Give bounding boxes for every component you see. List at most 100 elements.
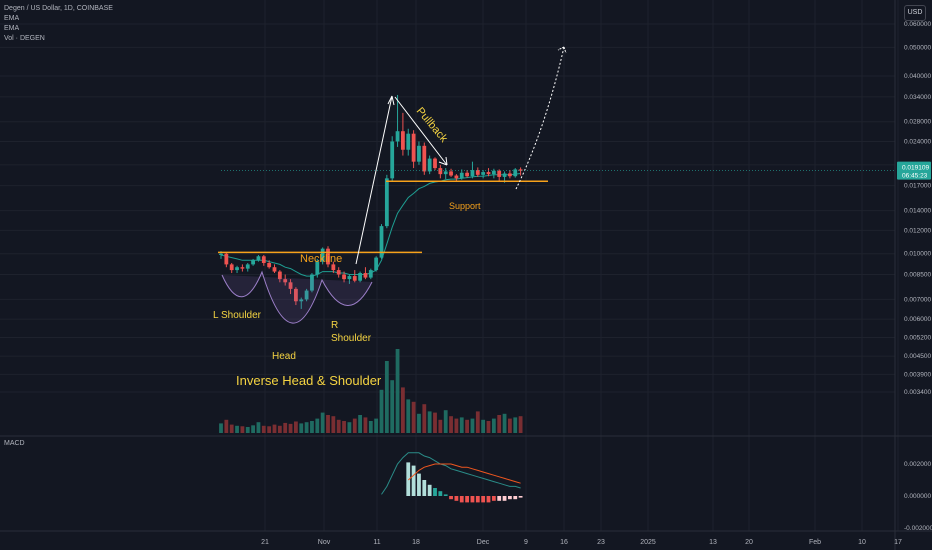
candle-body: [358, 273, 362, 281]
candle-body: [438, 168, 443, 175]
volume-bar: [497, 415, 502, 433]
volume-bar: [245, 427, 250, 433]
volume-bar: [465, 419, 469, 433]
candle-body: [459, 172, 464, 179]
volume-bar: [315, 418, 320, 433]
macd-histogram-bar: [475, 496, 480, 503]
volume-bar: [240, 426, 245, 433]
candle-body: [352, 276, 357, 281]
candle-body: [256, 256, 261, 261]
price-tick-label: 0.003900: [904, 371, 931, 378]
volume-bar: [336, 419, 341, 433]
candle-body: [347, 276, 352, 280]
volume-bar: [422, 404, 427, 433]
volume-bar: [513, 417, 518, 433]
macd-histogram-bar: [433, 488, 437, 496]
time-tick-label: 17: [894, 539, 902, 546]
volume-bar: [433, 412, 437, 433]
candle-body: [272, 267, 277, 272]
volume-bar: [256, 422, 261, 433]
support-label: Support: [449, 201, 481, 211]
candle-body: [379, 226, 384, 258]
pullback-arrow-line: [394, 96, 448, 166]
macd-histogram-bar: [459, 496, 464, 503]
volume-bar: [358, 415, 362, 433]
volume-bar: [427, 411, 432, 433]
macd-signal-line: [407, 463, 521, 484]
chart-legend: Degen / US Dollar, 1D, COINBASE EMA EMA …: [4, 4, 113, 44]
candle-body: [219, 253, 223, 255]
volume-bar: [368, 421, 373, 433]
time-tick-label: 13: [709, 539, 717, 546]
time-tick-label: 20: [745, 539, 753, 546]
price-tick-label: 0.006000: [904, 316, 931, 323]
time-tick-label: 21: [261, 539, 269, 546]
volume-bar: [438, 419, 443, 433]
candle-body: [336, 270, 341, 275]
volume-bar: [326, 415, 330, 433]
price-tick-label: 0.007000: [904, 296, 931, 303]
volume-bar: [518, 416, 523, 433]
price-tick-label: 0.034000: [904, 94, 931, 101]
price-tick-label: 0.028000: [904, 119, 931, 126]
macd-label[interactable]: MACD: [4, 440, 25, 447]
time-tick-label: 2025: [640, 539, 656, 546]
candle-body: [513, 169, 518, 177]
currency-button[interactable]: USD: [904, 5, 926, 21]
volume-bar: [481, 419, 486, 433]
macd-line: [381, 452, 521, 495]
macd-histogram-bar: [454, 496, 459, 501]
volume-bar: [395, 349, 400, 433]
candle-body: [315, 261, 320, 275]
macd-histogram-bar: [449, 496, 453, 500]
candle-body: [417, 145, 421, 162]
time-tick-label: 16: [560, 539, 568, 546]
macd-histogram-bar: [417, 473, 421, 496]
volume-bar: [277, 425, 282, 433]
volume-bar: [299, 423, 304, 433]
candle-body: [384, 178, 389, 227]
current-price-tag: [897, 161, 931, 180]
volume-bar: [470, 418, 475, 433]
price-tick-label: 0.008500: [904, 272, 931, 279]
candle-body: [342, 274, 346, 280]
symbol-title[interactable]: Degen / US Dollar, 1D, COINBASE: [4, 5, 113, 12]
ema-indicator-2[interactable]: EMA: [4, 25, 20, 32]
candle-body: [502, 173, 507, 177]
candle-body: [368, 270, 373, 278]
macd-histogram-bar: [422, 480, 427, 496]
volume-indicator[interactable]: Vol · DEGEN: [4, 35, 45, 42]
volume-bar: [331, 416, 336, 433]
time-tick-label: 10: [858, 539, 866, 546]
impulse-arrow-head: [387, 95, 395, 106]
candle-body: [331, 264, 336, 271]
macd-histogram-bar: [411, 465, 416, 496]
neckline-label: Neckline: [300, 253, 342, 265]
time-tick-label: 9: [524, 539, 528, 546]
volume-bar: [229, 424, 234, 433]
current-price-value: 0.019109: [902, 165, 929, 172]
volume-bar: [406, 399, 411, 433]
candle-body: [411, 133, 416, 162]
candle-body: [251, 260, 255, 265]
price-tick-label: 0.014000: [904, 208, 931, 215]
volume-bar: [449, 416, 453, 433]
macd-histogram-bar: [497, 496, 502, 501]
candle-body: [267, 263, 272, 268]
volume-bar: [352, 418, 357, 433]
head-label: Head: [272, 351, 296, 362]
candle-body: [294, 288, 298, 302]
ema-indicator-1[interactable]: EMA: [4, 15, 20, 22]
volume-bar: [261, 425, 266, 433]
projection-arrow-head: [557, 46, 567, 54]
volume-bar: [459, 417, 464, 433]
volume-bar: [219, 423, 223, 433]
volume-bar: [283, 422, 288, 433]
volume-bar: [347, 422, 352, 433]
candle-body: [433, 158, 437, 169]
candle-body: [406, 133, 411, 150]
candle-body: [299, 299, 304, 302]
candle-body: [229, 264, 234, 271]
volume-bar: [310, 421, 314, 433]
